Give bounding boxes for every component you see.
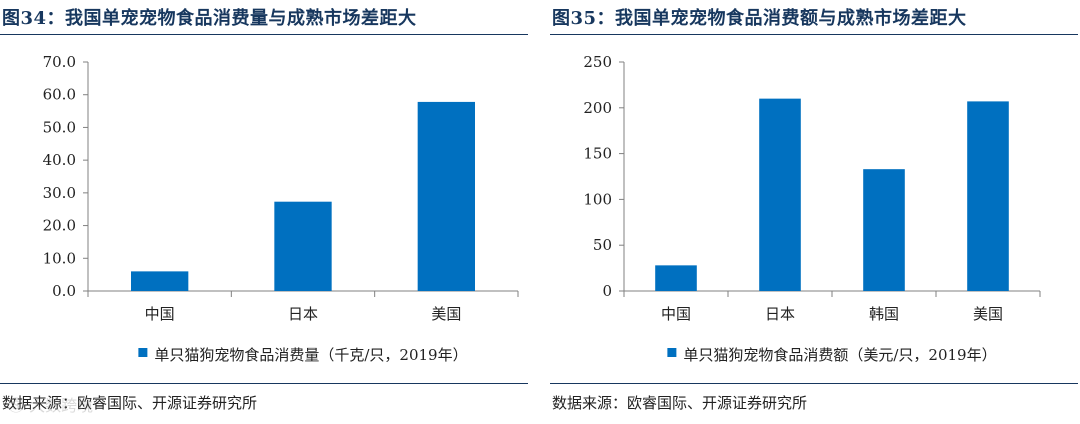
legend: 单只猫狗宠物食品消费量（千克/只，2019年） xyxy=(138,346,468,364)
figure-35: 图35：我国单宠宠物食品消费额与成熟市场差距大 0 50 100 150 200 250 中… xyxy=(550,0,1080,424)
legend-label: 单只猫狗宠物食品消费额（美元/只，2019年） xyxy=(683,346,996,364)
source-note: 数据来源：欧睿国际、开源证券研究所 xyxy=(552,394,808,412)
source-rule xyxy=(550,383,1078,384)
watermark: Ⓢ 大数跨境 xyxy=(8,396,94,415)
bar-中国 xyxy=(655,265,697,291)
x-tick-label: 中国 xyxy=(661,305,691,323)
bar-中国 xyxy=(131,271,189,291)
legend-swatch xyxy=(667,348,677,357)
y-tick-label: 100 xyxy=(583,190,612,208)
x-tick-label: 美国 xyxy=(973,305,1003,323)
bar-韩国 xyxy=(863,169,905,291)
bar-美国 xyxy=(417,101,475,291)
figure-title: 图35：我国单宠宠物食品消费额与成熟市场差距大 xyxy=(552,8,967,29)
bar-日本 xyxy=(274,201,332,291)
x-tick-label: 美国 xyxy=(431,305,461,323)
bar-日本 xyxy=(759,98,801,291)
x-tick-label: 韩国 xyxy=(869,305,899,323)
title-rule xyxy=(0,34,528,35)
y-tick-label: 250 xyxy=(583,53,612,71)
y-tick-label: 50 xyxy=(593,236,612,254)
y-tick-label: 40.0 xyxy=(43,151,76,169)
legend: 单只猫狗宠物食品消费额（美元/只，2019年） xyxy=(667,346,997,364)
figure-title: 图34：我国单宠宠物食品消费量与成熟市场差距大 xyxy=(2,8,417,29)
y-tick-label: 200 xyxy=(583,99,612,117)
title-rule xyxy=(550,34,1078,35)
y-tick-label: 150 xyxy=(583,145,612,163)
legend-swatch xyxy=(138,348,148,357)
y-tick-label: 70.0 xyxy=(43,53,76,71)
source-rule xyxy=(0,383,528,384)
y-tick-label: 0 xyxy=(602,282,612,300)
bar-美国 xyxy=(967,101,1009,291)
y-tick-label: 50.0 xyxy=(43,118,76,136)
x-tick-label: 日本 xyxy=(288,305,318,323)
y-tick-label: 60.0 xyxy=(43,86,76,104)
x-tick-label: 日本 xyxy=(765,305,795,323)
y-tick-label: 20.0 xyxy=(43,217,76,235)
consumption-volume-chart: 0.0 10.0 20.0 30.0 40.0 50.0 60.0 70.0 中国 日本 美国单只猫… xyxy=(43,53,519,364)
consumption-value-chart: 0 50 100 150 200 250 中国 日本 韩国 美国单只猫狗宠物食品消费额（美元/只，… xyxy=(583,53,1041,364)
y-tick-label: 0.0 xyxy=(52,282,76,300)
y-tick-label: 30.0 xyxy=(43,184,76,202)
x-tick-label: 中国 xyxy=(145,305,175,323)
source-note: 数据来源：欧睿国际、开源证券研究所 xyxy=(2,394,258,412)
figure-34: 图34：我国单宠宠物食品消费量与成熟市场差距大 0.0 10.0 20.0 30.0 4… xyxy=(0,0,530,424)
y-tick-label: 10.0 xyxy=(43,249,76,267)
legend-label: 单只猫狗宠物食品消费量（千克/只，2019年） xyxy=(154,346,467,364)
